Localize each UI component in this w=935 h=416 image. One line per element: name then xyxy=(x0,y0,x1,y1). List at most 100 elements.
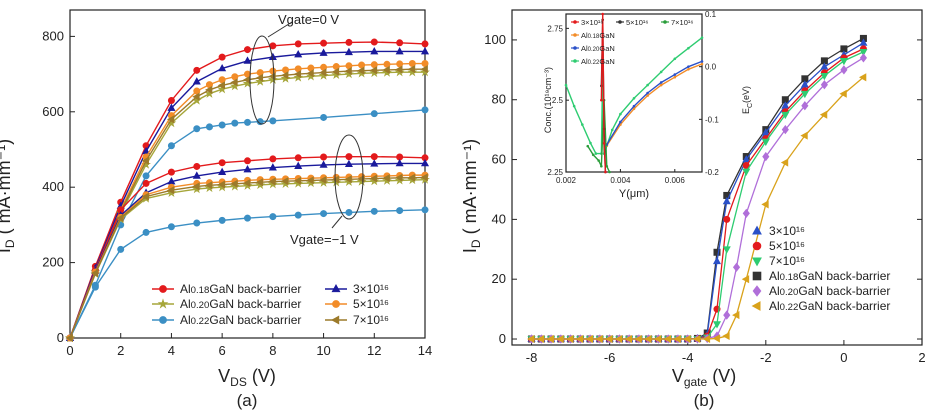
data-point xyxy=(723,215,731,223)
inset-legend-marker xyxy=(573,20,577,24)
data-point xyxy=(320,153,328,161)
data-point xyxy=(294,161,303,169)
legend-marker xyxy=(751,301,761,311)
legend-marker xyxy=(752,225,762,235)
panel-a-ylabel: ID ( mA·mm⁻¹) xyxy=(0,139,17,253)
legend-label: 3×10¹⁶ xyxy=(769,224,805,238)
data-point xyxy=(420,67,430,77)
data-point xyxy=(318,70,329,80)
legend-marker xyxy=(752,271,762,281)
data-point xyxy=(205,181,213,190)
data-point xyxy=(269,213,277,221)
inset-data-point xyxy=(687,65,690,68)
data-point xyxy=(663,334,672,344)
data-point xyxy=(255,73,264,82)
data-point xyxy=(167,142,175,150)
data-point xyxy=(244,46,252,54)
data-point xyxy=(407,67,418,77)
data-point xyxy=(421,206,429,214)
data-point xyxy=(243,165,252,173)
data-point xyxy=(320,113,328,121)
inset-legend-marker xyxy=(573,46,577,50)
data-point xyxy=(293,176,302,185)
data-point xyxy=(218,121,226,129)
inset-data-point xyxy=(659,81,663,84)
data-point xyxy=(244,118,252,126)
series-7-10-vgate-0 xyxy=(65,65,428,343)
data-point xyxy=(634,334,642,344)
x-tick-label: 2 xyxy=(918,350,925,365)
data-point xyxy=(319,48,328,56)
data-point xyxy=(192,171,201,179)
legend-marker xyxy=(159,285,167,293)
data-point xyxy=(357,66,365,75)
data-point xyxy=(370,38,378,46)
data-point xyxy=(193,219,201,227)
x-tick-label: 2 xyxy=(117,343,124,358)
data-point xyxy=(800,90,809,99)
data-point xyxy=(382,174,390,183)
annotation-vgate0: Vgate=0 V xyxy=(278,12,339,27)
legend-entry: 7×10¹⁶ xyxy=(752,254,805,268)
data-point xyxy=(90,269,99,278)
data-point xyxy=(192,77,201,85)
legend-entry: 7×10¹⁶ xyxy=(325,313,389,327)
panel-b-ylabel: ID ( mA·mm⁻¹) xyxy=(460,139,483,253)
data-point xyxy=(319,176,327,185)
inset-data-point xyxy=(591,153,595,157)
inset-data-point xyxy=(619,120,622,124)
inset-data-point xyxy=(632,96,636,100)
data-point xyxy=(268,163,277,171)
data-point xyxy=(229,81,240,91)
inset-ylabel-right: EC(eV) xyxy=(741,86,754,114)
data-point xyxy=(761,138,770,147)
legend-marker xyxy=(331,315,340,325)
inset-data-point xyxy=(673,73,677,76)
data-point xyxy=(712,256,722,265)
data-point xyxy=(421,40,429,48)
data-point xyxy=(644,334,652,344)
data-point xyxy=(244,157,252,165)
data-point xyxy=(218,76,226,84)
data-point xyxy=(369,174,378,183)
inset-x-tick-label: 0.004 xyxy=(610,176,631,185)
data-point xyxy=(281,177,289,186)
legend-label: 3×10¹⁶ xyxy=(353,282,389,296)
inset-data-point xyxy=(632,107,636,111)
series-5-10-vgate-0 xyxy=(66,60,429,342)
data-point xyxy=(358,61,366,69)
inset-data-point xyxy=(619,112,622,116)
inset-data-point xyxy=(700,62,704,66)
inset-legend-label: Al0.22GaN xyxy=(581,57,615,66)
inset-series-line xyxy=(606,63,703,147)
inset-data-point xyxy=(601,12,605,16)
legend-entry: Al0.20GaN back-barrier xyxy=(752,284,890,298)
legend-marker xyxy=(752,241,762,251)
legend-entry: 5×10¹⁶ xyxy=(325,297,389,311)
legend-label: 7×10¹⁶ xyxy=(353,313,389,327)
data-point xyxy=(230,78,238,87)
data-point xyxy=(762,151,770,162)
inset-data-point xyxy=(687,46,690,50)
inset-xlabel: Y(μm) xyxy=(619,188,649,200)
data-point xyxy=(421,60,429,68)
y-tick-label: 60 xyxy=(492,152,506,167)
inset-series-line xyxy=(606,60,703,145)
inset-data-point xyxy=(646,83,649,87)
data-point xyxy=(781,111,790,120)
x-tick-label: 8 xyxy=(269,343,276,358)
data-point xyxy=(193,125,201,133)
legend-entry: Al0.18GaN back-barrier xyxy=(752,269,890,283)
data-point xyxy=(421,106,429,114)
data-point xyxy=(218,167,227,175)
data-point xyxy=(653,334,662,344)
data-point xyxy=(566,334,574,344)
data-point xyxy=(166,117,177,128)
data-point xyxy=(91,283,99,291)
data-point xyxy=(193,66,201,74)
data-point xyxy=(166,115,175,124)
data-point xyxy=(218,53,226,61)
legend-label: Al0.18GaN back-barrier xyxy=(769,269,890,283)
x-tick-label: 0 xyxy=(840,350,847,365)
